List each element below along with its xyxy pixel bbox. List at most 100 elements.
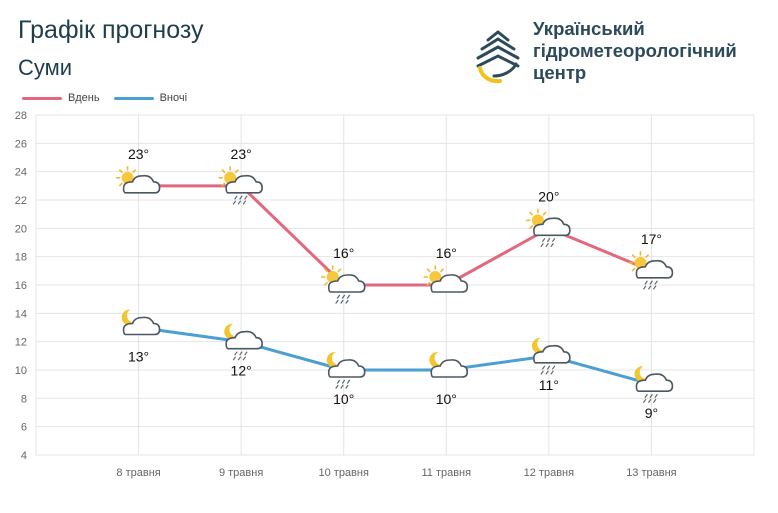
moon-cloud-icon	[121, 309, 161, 336]
sun-disc	[326, 271, 339, 283]
cloud-shape	[430, 274, 469, 293]
rain-drop	[335, 384, 339, 389]
logo-line-1: Український	[533, 18, 645, 39]
logo-line-2: гідрометеорологічний	[533, 40, 737, 61]
rain-drop	[336, 379, 341, 384]
rain-drop	[335, 299, 339, 304]
cloud-shape	[122, 316, 161, 336]
sun-cloud-rain-icon	[218, 166, 263, 205]
y-tick-label: 18	[15, 252, 27, 264]
y-tick-label: 12	[15, 337, 27, 349]
logo-line-3: центр	[533, 62, 587, 83]
sun-ray	[426, 281, 431, 286]
sun-cloud-rain-icon	[526, 208, 571, 248]
cloud-shape	[327, 274, 366, 293]
x-tick-label: 10 травня	[318, 467, 368, 479]
rain-drop	[242, 200, 247, 205]
sun-disc	[224, 171, 237, 184]
rain-drop	[242, 356, 247, 361]
rain-drop	[550, 242, 554, 248]
rain-drop	[340, 384, 344, 389]
rain-drop	[545, 370, 549, 375]
x-tick-label: 8 травня	[116, 467, 160, 479]
rain-drop	[232, 356, 237, 361]
rain-drop	[345, 299, 349, 304]
logo-text: Український гідрометеорологічний центр	[533, 18, 737, 84]
rain-drop	[340, 299, 344, 304]
sun-ray	[529, 211, 534, 216]
sun-disc	[634, 256, 647, 269]
series-line-night	[138, 326, 652, 386]
sun-cloud-rain-icon	[628, 251, 674, 290]
rain-drop	[232, 200, 237, 205]
sun-ray	[221, 169, 226, 173]
sun-cloud-icon	[423, 265, 469, 293]
x-tick-label: 11 травня	[421, 467, 471, 479]
rain-drop	[546, 237, 551, 243]
y-tick-label: 20	[15, 223, 27, 235]
cloud-shape	[122, 174, 161, 194]
rain-drop	[336, 294, 341, 299]
legend-label-night: Вночі	[159, 92, 188, 104]
ugmc-logo: Український гідрометеорологічний центр	[470, 18, 770, 84]
legend-swatch-day	[22, 96, 62, 100]
y-tick-label: 24	[15, 167, 27, 179]
y-tick-label: 6	[21, 422, 27, 434]
sun-ray	[631, 254, 636, 258]
sun-ray	[118, 169, 123, 173]
sun-ray	[132, 169, 137, 173]
cloud-shape	[635, 373, 674, 392]
sun-disc	[121, 171, 134, 184]
rain-drop	[550, 370, 554, 375]
rain-drop	[654, 280, 658, 285]
x-tick-label: 13 травня	[626, 467, 676, 479]
data-label: 23°	[231, 146, 252, 162]
rain-drop	[239, 351, 243, 356]
series-line-day	[138, 184, 653, 287]
sun-ray	[324, 268, 328, 273]
moon-cloud-rain-icon	[224, 323, 263, 361]
moon-cloud-rain-icon	[531, 337, 571, 375]
rain-drop	[654, 393, 658, 399]
sun-ray	[529, 225, 534, 229]
sun-disc	[531, 214, 544, 227]
data-label: 9°	[645, 405, 658, 421]
legend-item-night[interactable]: Вночі	[113, 92, 188, 104]
rain-drop	[649, 393, 653, 399]
rain-drop	[652, 398, 657, 404]
cloud-shape	[225, 330, 263, 350]
rain-drop	[551, 365, 556, 370]
chart-legend: Вдень Вночі	[22, 92, 201, 104]
y-tick-label: 14	[15, 308, 27, 320]
y-tick-label: 4	[21, 450, 27, 462]
rain-drop	[346, 379, 351, 384]
y-tick-label: 22	[15, 195, 27, 207]
rain-drop	[239, 195, 243, 200]
sun-ray	[118, 182, 123, 187]
sun-ray	[324, 281, 328, 286]
data-label: 12°	[231, 363, 252, 379]
y-tick-label: 28	[15, 110, 27, 122]
y-tick-label: 26	[15, 138, 27, 150]
rain-drop	[540, 370, 544, 375]
moon-cloud-icon	[429, 351, 469, 378]
rain-drop	[647, 398, 652, 404]
data-label: 16°	[436, 245, 457, 261]
rain-drop	[647, 285, 652, 290]
moon-shape	[326, 351, 342, 368]
rain-drop	[545, 242, 549, 248]
data-label: 11°	[539, 377, 559, 393]
cloud-shape	[533, 217, 571, 237]
rain-drop	[649, 280, 653, 285]
rain-drop	[652, 285, 657, 290]
rain-drop	[551, 237, 556, 243]
moon-cloud-rain-icon	[634, 366, 674, 404]
legend-item-day[interactable]: Вдень	[22, 92, 100, 104]
cloud-shape	[635, 259, 674, 279]
rain-drop	[234, 195, 238, 200]
moon-shape	[224, 323, 240, 340]
y-tick-label: 8	[21, 393, 27, 405]
data-label: 20°	[538, 188, 559, 204]
x-tick-label: 12 травня	[524, 467, 574, 479]
